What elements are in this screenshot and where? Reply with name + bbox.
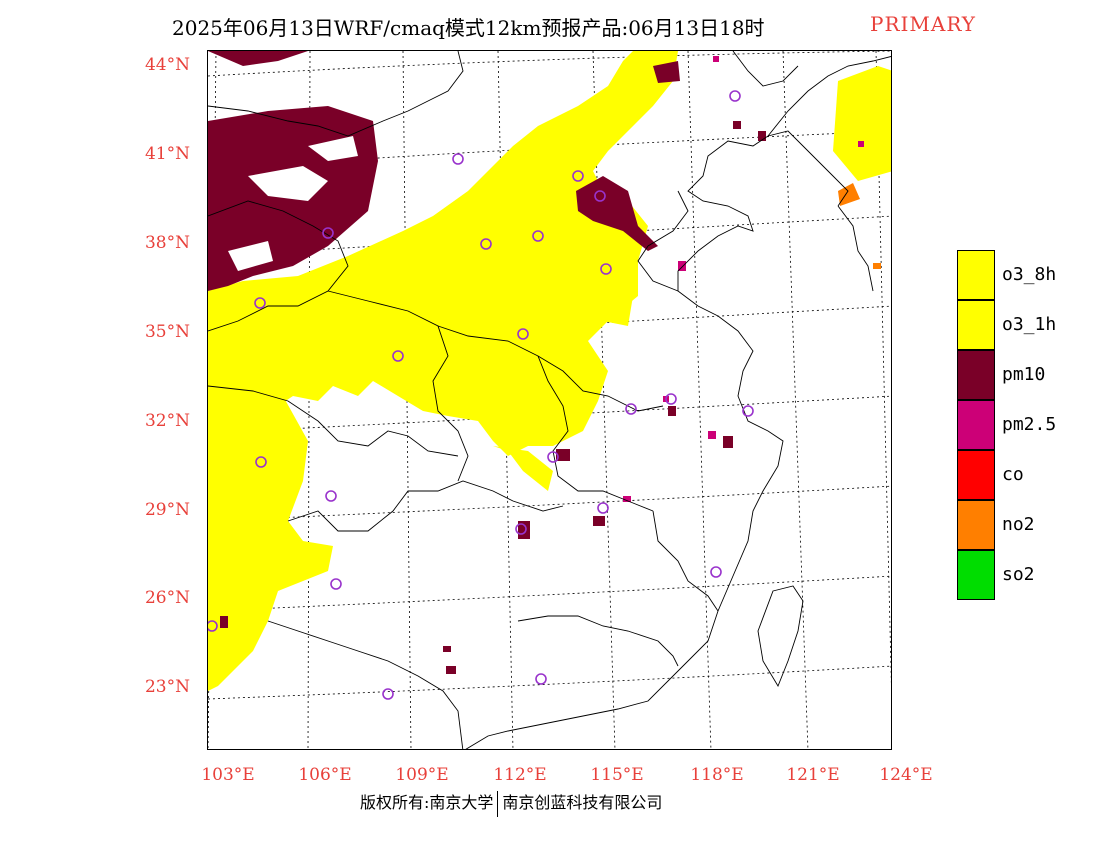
lat-label-32: 32°N <box>144 411 190 431</box>
lat-label-35: 35°N <box>144 322 190 342</box>
pm25-coverage <box>623 56 864 502</box>
footer-divider <box>497 790 499 817</box>
station-markers <box>208 90 754 700</box>
legend-label: o3_8h <box>1002 264 1057 285</box>
legend-label: o3_1h <box>1002 314 1057 335</box>
lat-label-41: 41°N <box>144 144 190 164</box>
map-canvas <box>208 51 891 749</box>
legend-item-pm10: pm10 <box>957 350 1100 400</box>
lon-label-118: 118°E <box>690 765 744 785</box>
map-panel <box>207 50 892 750</box>
legend-item-pm25: pm2.5 <box>957 400 1100 450</box>
legend-label: no2 <box>1002 514 1035 535</box>
legend-item-o3-8h: o3_8h <box>957 250 1100 300</box>
lat-label-26: 26°N <box>144 588 190 608</box>
legend-label: pm2.5 <box>1002 414 1057 435</box>
copyright-owner: 版权所有:南京大学 <box>360 793 494 812</box>
legend-swatch <box>957 350 995 400</box>
lat-label-29: 29°N <box>144 500 190 520</box>
legend-swatch <box>957 450 995 500</box>
o3-coverage <box>208 51 891 691</box>
lon-label-121: 121°E <box>786 765 840 785</box>
lon-label-109: 109°E <box>395 765 449 785</box>
legend-swatch <box>957 550 995 600</box>
legend-label: so2 <box>1002 564 1035 585</box>
lon-label-103: 103°E <box>201 765 255 785</box>
legend-label: co <box>1002 464 1024 485</box>
legend-label: pm10 <box>1002 364 1046 385</box>
legend-item-co: co <box>957 450 1100 500</box>
copyright-footer: 版权所有:南京大学 南京创蓝科技有限公司 <box>360 789 662 817</box>
lon-label-112: 112°E <box>493 765 547 785</box>
legend-swatch <box>957 400 995 450</box>
title-text: 2025年06月13日WRF/cmaq模式12km预报产品:06月13日18时 <box>172 16 765 40</box>
primary-tag: PRIMARY <box>870 12 976 36</box>
legend-item-o3-1h: o3_1h <box>957 300 1100 350</box>
legend-item-so2: so2 <box>957 550 1100 600</box>
lon-label-124: 124°E <box>879 765 933 785</box>
lat-label-38: 38°N <box>144 233 190 253</box>
no2-coverage <box>838 183 881 269</box>
lat-label-23: 23°N <box>144 677 190 697</box>
legend-item-no2: no2 <box>957 500 1100 550</box>
legend-swatch <box>957 500 995 550</box>
lon-label-106: 106°E <box>298 765 352 785</box>
lon-label-115: 115°E <box>590 765 644 785</box>
pm10-gaps <box>228 136 358 271</box>
map-title: 2025年06月13日WRF/cmaq模式12km预报产品:06月13日18时 … <box>0 12 1100 42</box>
lat-label-44: 44°N <box>144 55 190 75</box>
copyright-company: 南京创蓝科技有限公司 <box>502 793 663 812</box>
legend-swatch <box>957 300 995 350</box>
legend-swatch <box>957 250 995 300</box>
